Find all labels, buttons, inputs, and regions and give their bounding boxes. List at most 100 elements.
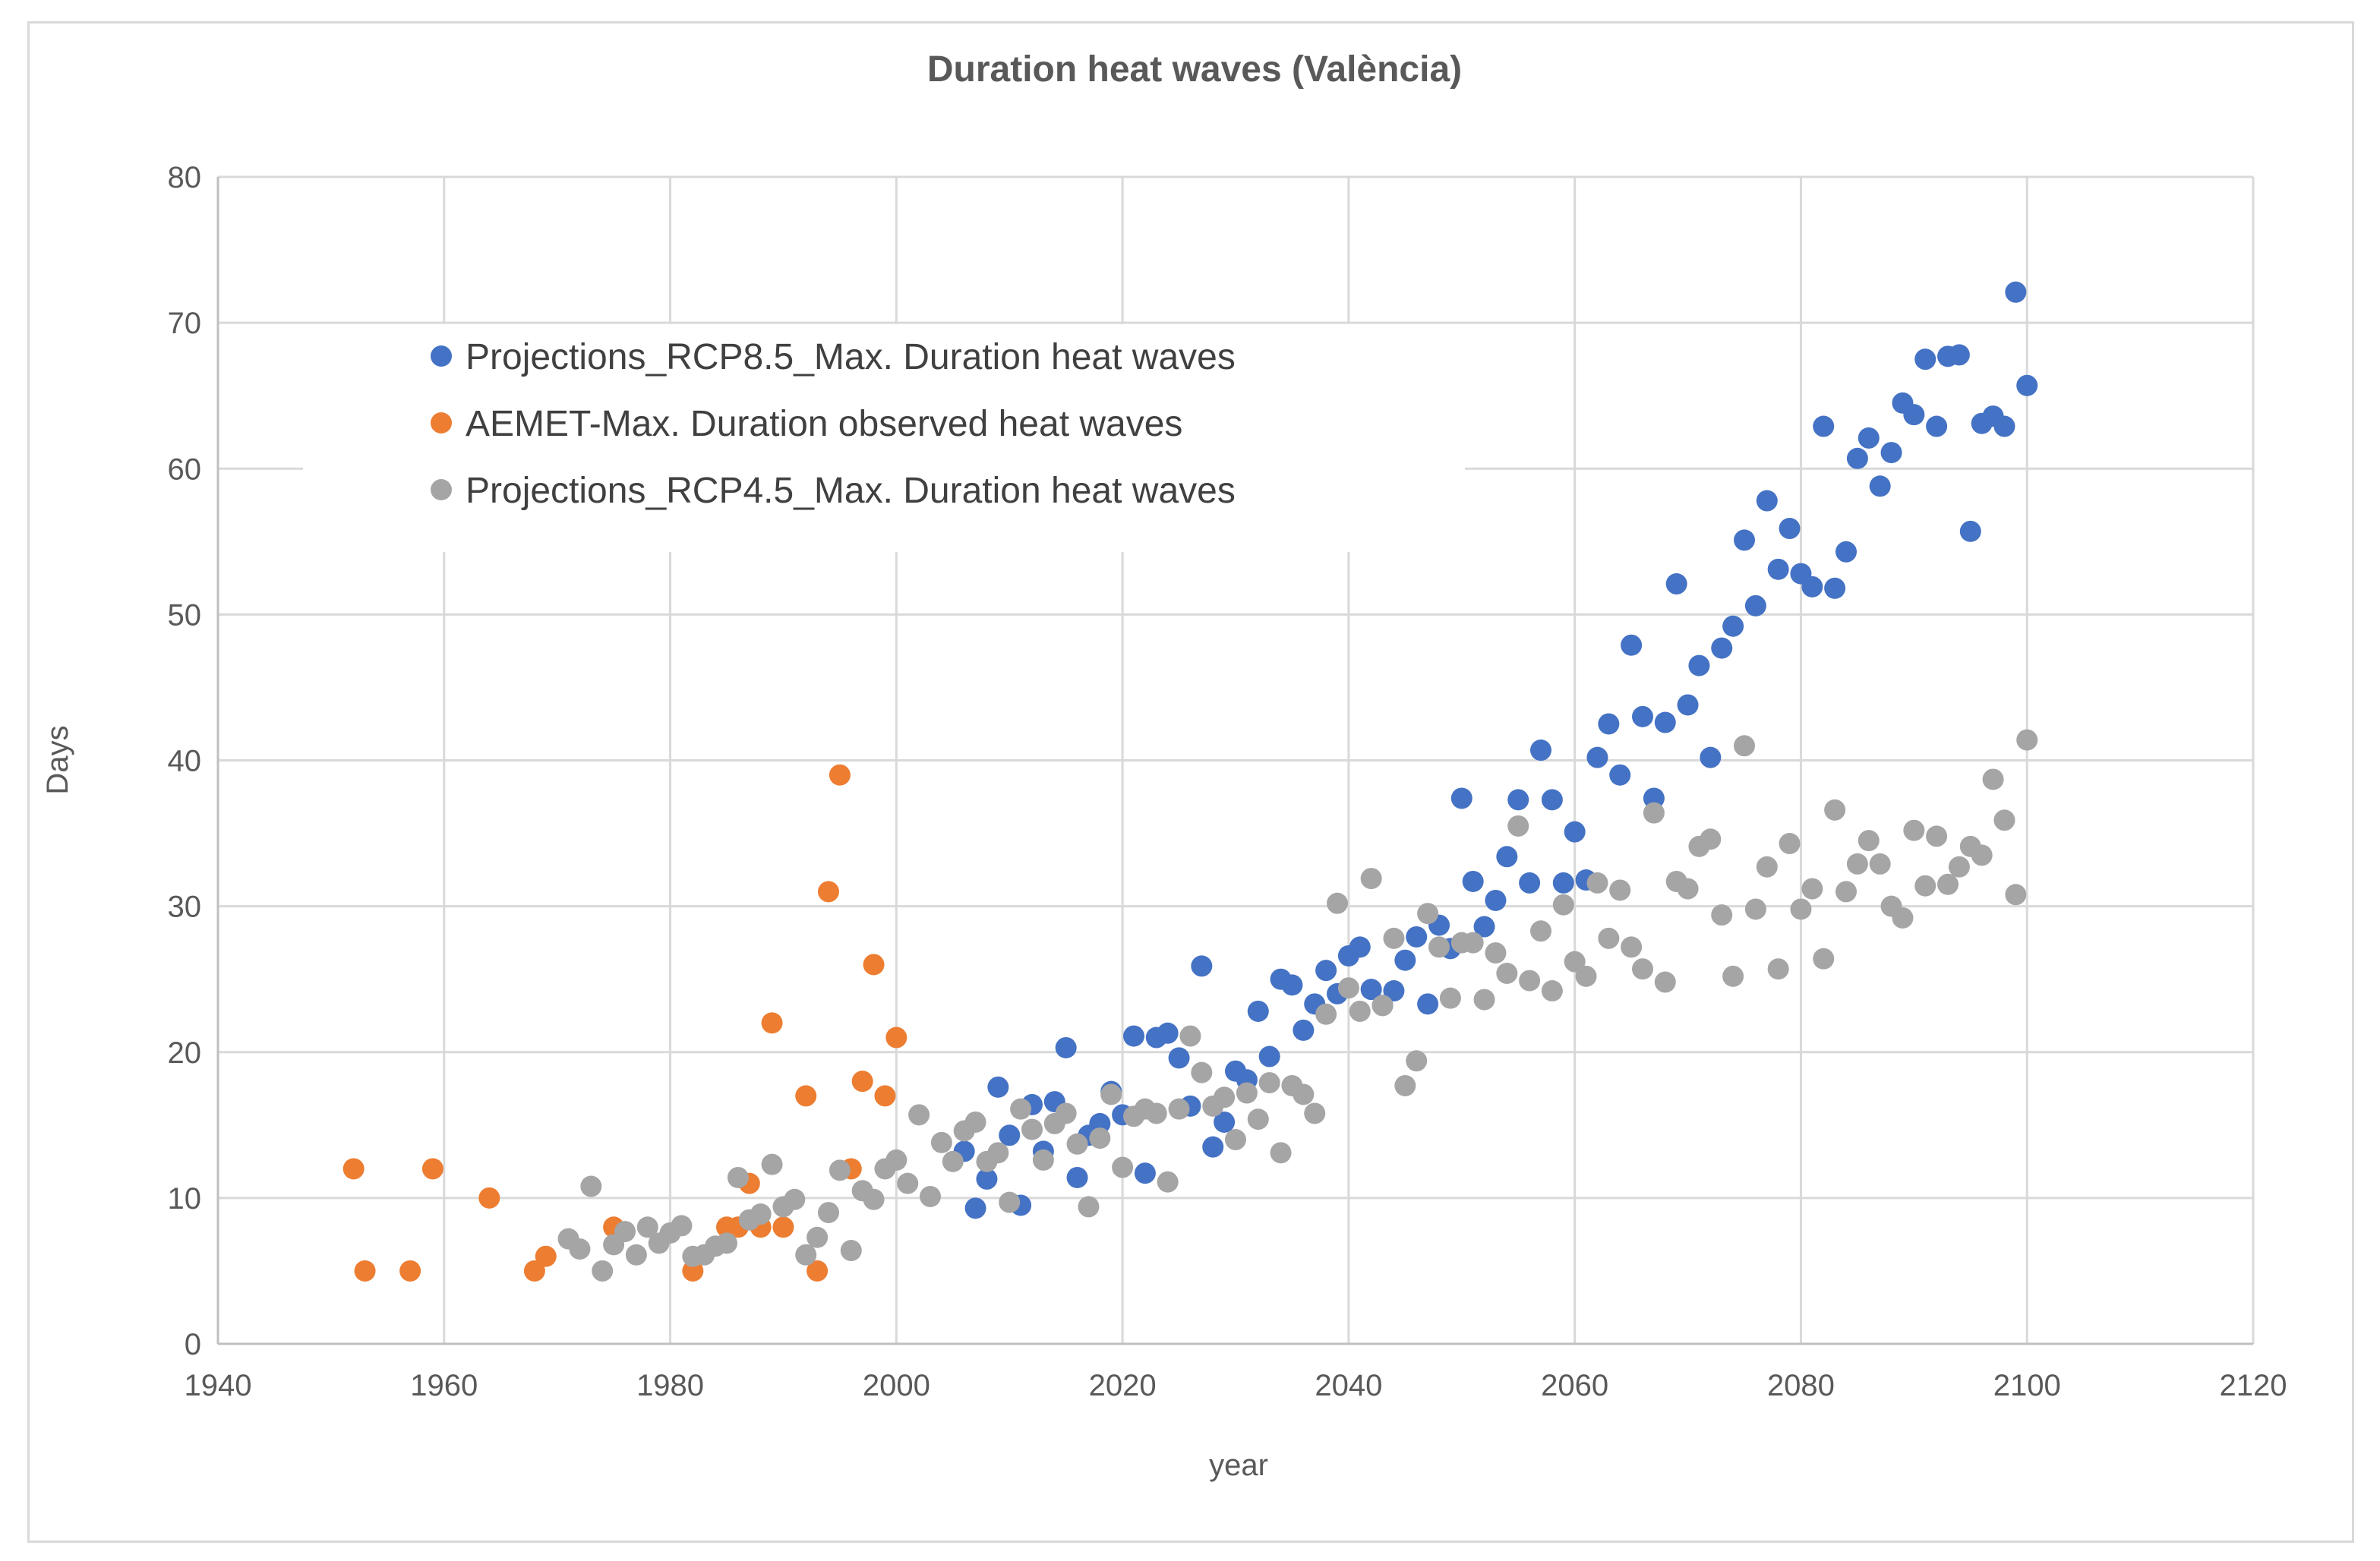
rcp45-point bbox=[1032, 1149, 1054, 1171]
x-tick-label: 2060 bbox=[1541, 1369, 1608, 1402]
rcp85-point bbox=[1609, 764, 1631, 786]
rcp85-point bbox=[1417, 993, 1439, 1015]
x-tick-label: 1980 bbox=[636, 1369, 704, 1402]
rcp85-point bbox=[1688, 654, 1710, 676]
rcp85-point bbox=[987, 1076, 1009, 1098]
rcp85-point bbox=[1168, 1047, 1190, 1069]
rcp85-point bbox=[1914, 348, 1937, 371]
rcp45-point bbox=[1756, 856, 1778, 878]
rcp45-point bbox=[614, 1221, 636, 1243]
legend-marker-rcp85 bbox=[431, 345, 452, 367]
rcp45-point bbox=[863, 1188, 885, 1210]
rcp45-point bbox=[795, 1244, 817, 1266]
rcp45-point bbox=[840, 1240, 862, 1262]
aemet-point-series bbox=[342, 764, 907, 1282]
rcp85-point bbox=[1824, 577, 1846, 599]
y-tick-label: 20 bbox=[168, 1036, 202, 1070]
x-tick-labels: 1940 1960 1980 2000 2020 2040 2060 2080 2100 2120 bbox=[185, 1369, 2287, 1402]
legend: Projections_RCP8.5_Max. Duration heat wa… bbox=[303, 324, 1465, 552]
rcp45-point bbox=[1836, 881, 1857, 903]
y-tick-label: 80 bbox=[168, 161, 202, 194]
rcp85-point bbox=[1586, 746, 1608, 768]
x-tick-label: 1960 bbox=[410, 1369, 478, 1402]
rcp45-point bbox=[1473, 989, 1495, 1011]
rcp45-point bbox=[1609, 879, 1631, 901]
rcp45-point bbox=[964, 1111, 986, 1133]
rcp85-point bbox=[1473, 916, 1495, 938]
y-tick-label: 70 bbox=[168, 307, 202, 340]
legend-marker-rcp45 bbox=[431, 479, 452, 500]
rcp45-point bbox=[1530, 920, 1551, 942]
rcp45-point bbox=[999, 1191, 1021, 1213]
rcp45-point bbox=[1327, 892, 1348, 914]
aemet-point bbox=[342, 1158, 365, 1180]
rcp85-point bbox=[1258, 1045, 1280, 1067]
rcp45-point bbox=[1179, 1025, 1201, 1047]
rcp85-point bbox=[1134, 1162, 1156, 1184]
rcp45-point bbox=[1903, 819, 1925, 841]
rcp45-point bbox=[750, 1203, 772, 1225]
rcp85-point bbox=[1315, 960, 1337, 982]
rcp85-point bbox=[1598, 713, 1620, 735]
rcp45-point bbox=[1541, 980, 1563, 1002]
rcp45-point bbox=[1247, 1108, 1269, 1131]
aemet-point bbox=[399, 1260, 421, 1282]
aemet-point bbox=[523, 1260, 545, 1282]
aemet-point bbox=[795, 1085, 817, 1107]
rcp45-point bbox=[1360, 868, 1382, 890]
rcp45-point bbox=[1496, 963, 1518, 985]
rcp45-point bbox=[1700, 828, 1722, 850]
rcp45-point bbox=[1168, 1098, 1190, 1120]
rcp85-point bbox=[1281, 974, 1303, 996]
rcp85-point bbox=[1406, 926, 1428, 948]
rcp85-point bbox=[1744, 594, 1766, 617]
rcp45-point bbox=[1779, 833, 1801, 855]
rcp85-point bbox=[1123, 1025, 1144, 1047]
aemet-point bbox=[478, 1187, 500, 1209]
x-tick-label: 2080 bbox=[1767, 1369, 1835, 1402]
rcp85-point bbox=[1394, 949, 1416, 971]
rcp45-point bbox=[1734, 735, 1755, 757]
rcp45-point bbox=[829, 1159, 851, 1181]
rcp85-point bbox=[1903, 404, 1925, 426]
data-points bbox=[342, 281, 2038, 1282]
rcp85-point bbox=[1214, 1111, 1236, 1133]
rcp45-point bbox=[1621, 936, 1643, 958]
x-tick-label: 2040 bbox=[1315, 1369, 1382, 1402]
rcp45-point bbox=[1914, 875, 1937, 897]
aemet-point bbox=[863, 954, 885, 976]
rcp85-point bbox=[1677, 694, 1699, 716]
rcp45-point bbox=[806, 1226, 829, 1248]
rcp45-point bbox=[716, 1232, 737, 1254]
aemet-point bbox=[682, 1260, 704, 1282]
rcp85-point bbox=[1621, 634, 1643, 656]
rcp45-point bbox=[1586, 872, 1608, 894]
rcp45-point bbox=[1677, 878, 1699, 900]
rcp45-point bbox=[1270, 1142, 1292, 1164]
rcp45-point bbox=[1948, 856, 1970, 878]
rcp85-point bbox=[1880, 442, 1902, 464]
rcp85-point bbox=[1349, 936, 1371, 958]
rcp85-point bbox=[1157, 1022, 1179, 1044]
rcp85-point bbox=[1530, 740, 1551, 762]
rcp45-point bbox=[1892, 907, 1914, 929]
rcp85-point bbox=[1700, 746, 1722, 768]
rcp45-point bbox=[2005, 884, 2027, 906]
chart-frame: 0 10 20 30 40 50 60 70 80 1940 1960 1980 2000 2020 20… bbox=[27, 21, 2354, 1543]
rcp45-point bbox=[1462, 932, 1484, 954]
aemet-point bbox=[354, 1260, 376, 1282]
rcp45-point bbox=[784, 1188, 806, 1210]
rcp45-point bbox=[761, 1153, 783, 1175]
rcp45-point bbox=[942, 1150, 964, 1172]
rcp85-point bbox=[1360, 979, 1382, 1001]
axes bbox=[216, 177, 2253, 1345]
rcp45-point bbox=[1315, 1003, 1337, 1025]
rcp45-point-series bbox=[557, 729, 2038, 1282]
rcp45-point bbox=[987, 1142, 1009, 1164]
y-tick-label: 50 bbox=[168, 598, 202, 632]
rcp85-point bbox=[1767, 558, 1789, 580]
legend-item-rcp45: Projections_RCP4.5_Max. Duration heat wa… bbox=[431, 471, 1236, 511]
rcp45-point bbox=[1236, 1082, 1258, 1104]
rcp45-point bbox=[1428, 936, 1450, 958]
rcp45-point bbox=[908, 1104, 930, 1126]
